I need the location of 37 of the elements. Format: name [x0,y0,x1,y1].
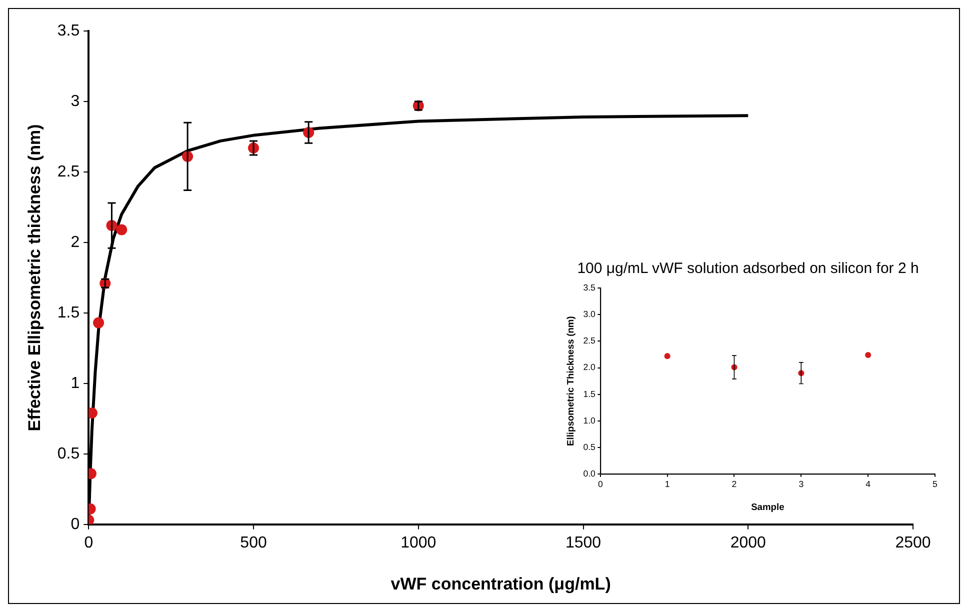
y-tick-label: 2.5 [57,163,80,180]
x-tick-label: 2000 [730,534,766,552]
x-axis-title: vWF concentration (μg/mL) [390,574,611,594]
chart-title: 100 μg/mL vWF solution adsorbed on silicon for 2 h [577,260,919,278]
y-tick-label: 1.5 [583,388,596,399]
y-tick-label: 0 [70,516,80,533]
y-axis-title: Ellipsometric Thickness (nm) [566,316,576,446]
y-tick-label: 2 [70,234,80,251]
x-tick-label: 0 [84,534,94,552]
point [865,352,872,358]
x-tick-label: 1 [664,478,670,489]
y-axis-title: Effective Ellipsometric thickness (nm) [24,124,44,432]
x-tick-label: 5 [932,478,938,489]
y-tick-label: 1 [70,374,80,392]
x-tick-label: 1500 [565,534,602,552]
point [116,224,128,236]
x-tick-label: 1000 [400,534,436,552]
y-tick-label: 2.0 [583,362,596,372]
point [93,317,104,328]
y-tick-label: 3.5 [57,22,80,40]
y-tick-label: 3.5 [583,282,596,292]
y-tick-label: 1.0 [583,415,596,426]
y-tick-label: 0.5 [583,442,596,452]
y-tick-label: 0.0 [583,468,596,479]
x-tick-label: 500 [240,534,267,552]
y-tick-label: 3 [70,92,80,110]
x-tick-label: 2 [732,478,737,489]
x-tick-label: 0 [598,478,603,489]
x-axis-title: Sample [751,502,784,512]
y-tick-label: 2.5 [583,336,596,346]
y-tick-label: 0.5 [57,445,80,462]
y-tick-label: 3.0 [583,309,596,320]
x-tick-label: 2500 [895,534,931,552]
point [664,353,670,360]
x-tick-label: 3 [798,478,804,489]
y-tick-label: 1.5 [57,304,80,322]
x-tick-label: 4 [866,478,871,489]
